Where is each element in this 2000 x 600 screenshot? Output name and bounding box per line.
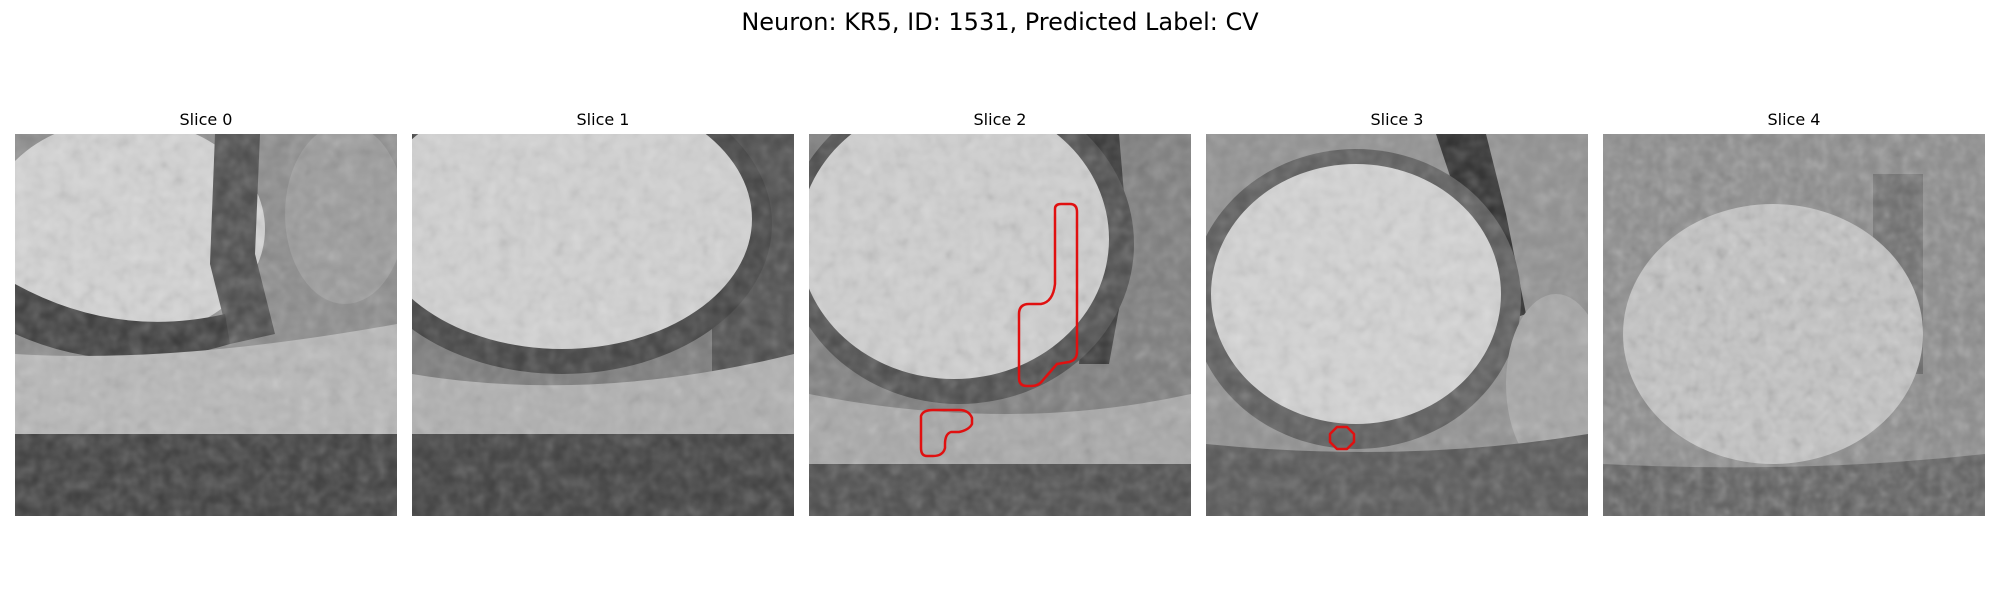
- slice-image-2: [809, 134, 1191, 516]
- slice-panel-3: Slice 3: [1206, 110, 1588, 520]
- slice-panel-1: Slice 1: [412, 110, 794, 520]
- roi-contour: [919, 408, 974, 458]
- slice-image-4: [1603, 134, 1985, 516]
- slice-image-3: [1206, 134, 1588, 516]
- roi-contour: [1017, 202, 1079, 388]
- figure-title: Neuron: KR5, ID: 1531, Predicted Label: …: [741, 8, 1259, 36]
- roi-contour: [1328, 425, 1356, 451]
- slice-image-0: [15, 134, 397, 516]
- slice-panel-2: Slice 2: [809, 110, 1191, 520]
- slice-panel-4: Slice 4: [1603, 110, 1985, 520]
- slice-title-3: Slice 3: [1370, 110, 1424, 129]
- slice-panel-0: Slice 0: [15, 110, 397, 520]
- slice-title-0: Slice 0: [179, 110, 233, 129]
- slice-title-2: Slice 2: [973, 110, 1027, 129]
- slice-image-1: [412, 134, 794, 516]
- slice-title-1: Slice 1: [576, 110, 630, 129]
- slice-title-4: Slice 4: [1767, 110, 1821, 129]
